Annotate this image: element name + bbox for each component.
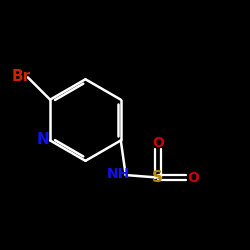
Text: N: N [37, 132, 50, 147]
Text: O: O [187, 170, 199, 184]
Text: Br: Br [12, 69, 31, 84]
Text: NH: NH [107, 167, 130, 181]
Text: O: O [152, 136, 164, 150]
Text: S: S [152, 170, 163, 185]
